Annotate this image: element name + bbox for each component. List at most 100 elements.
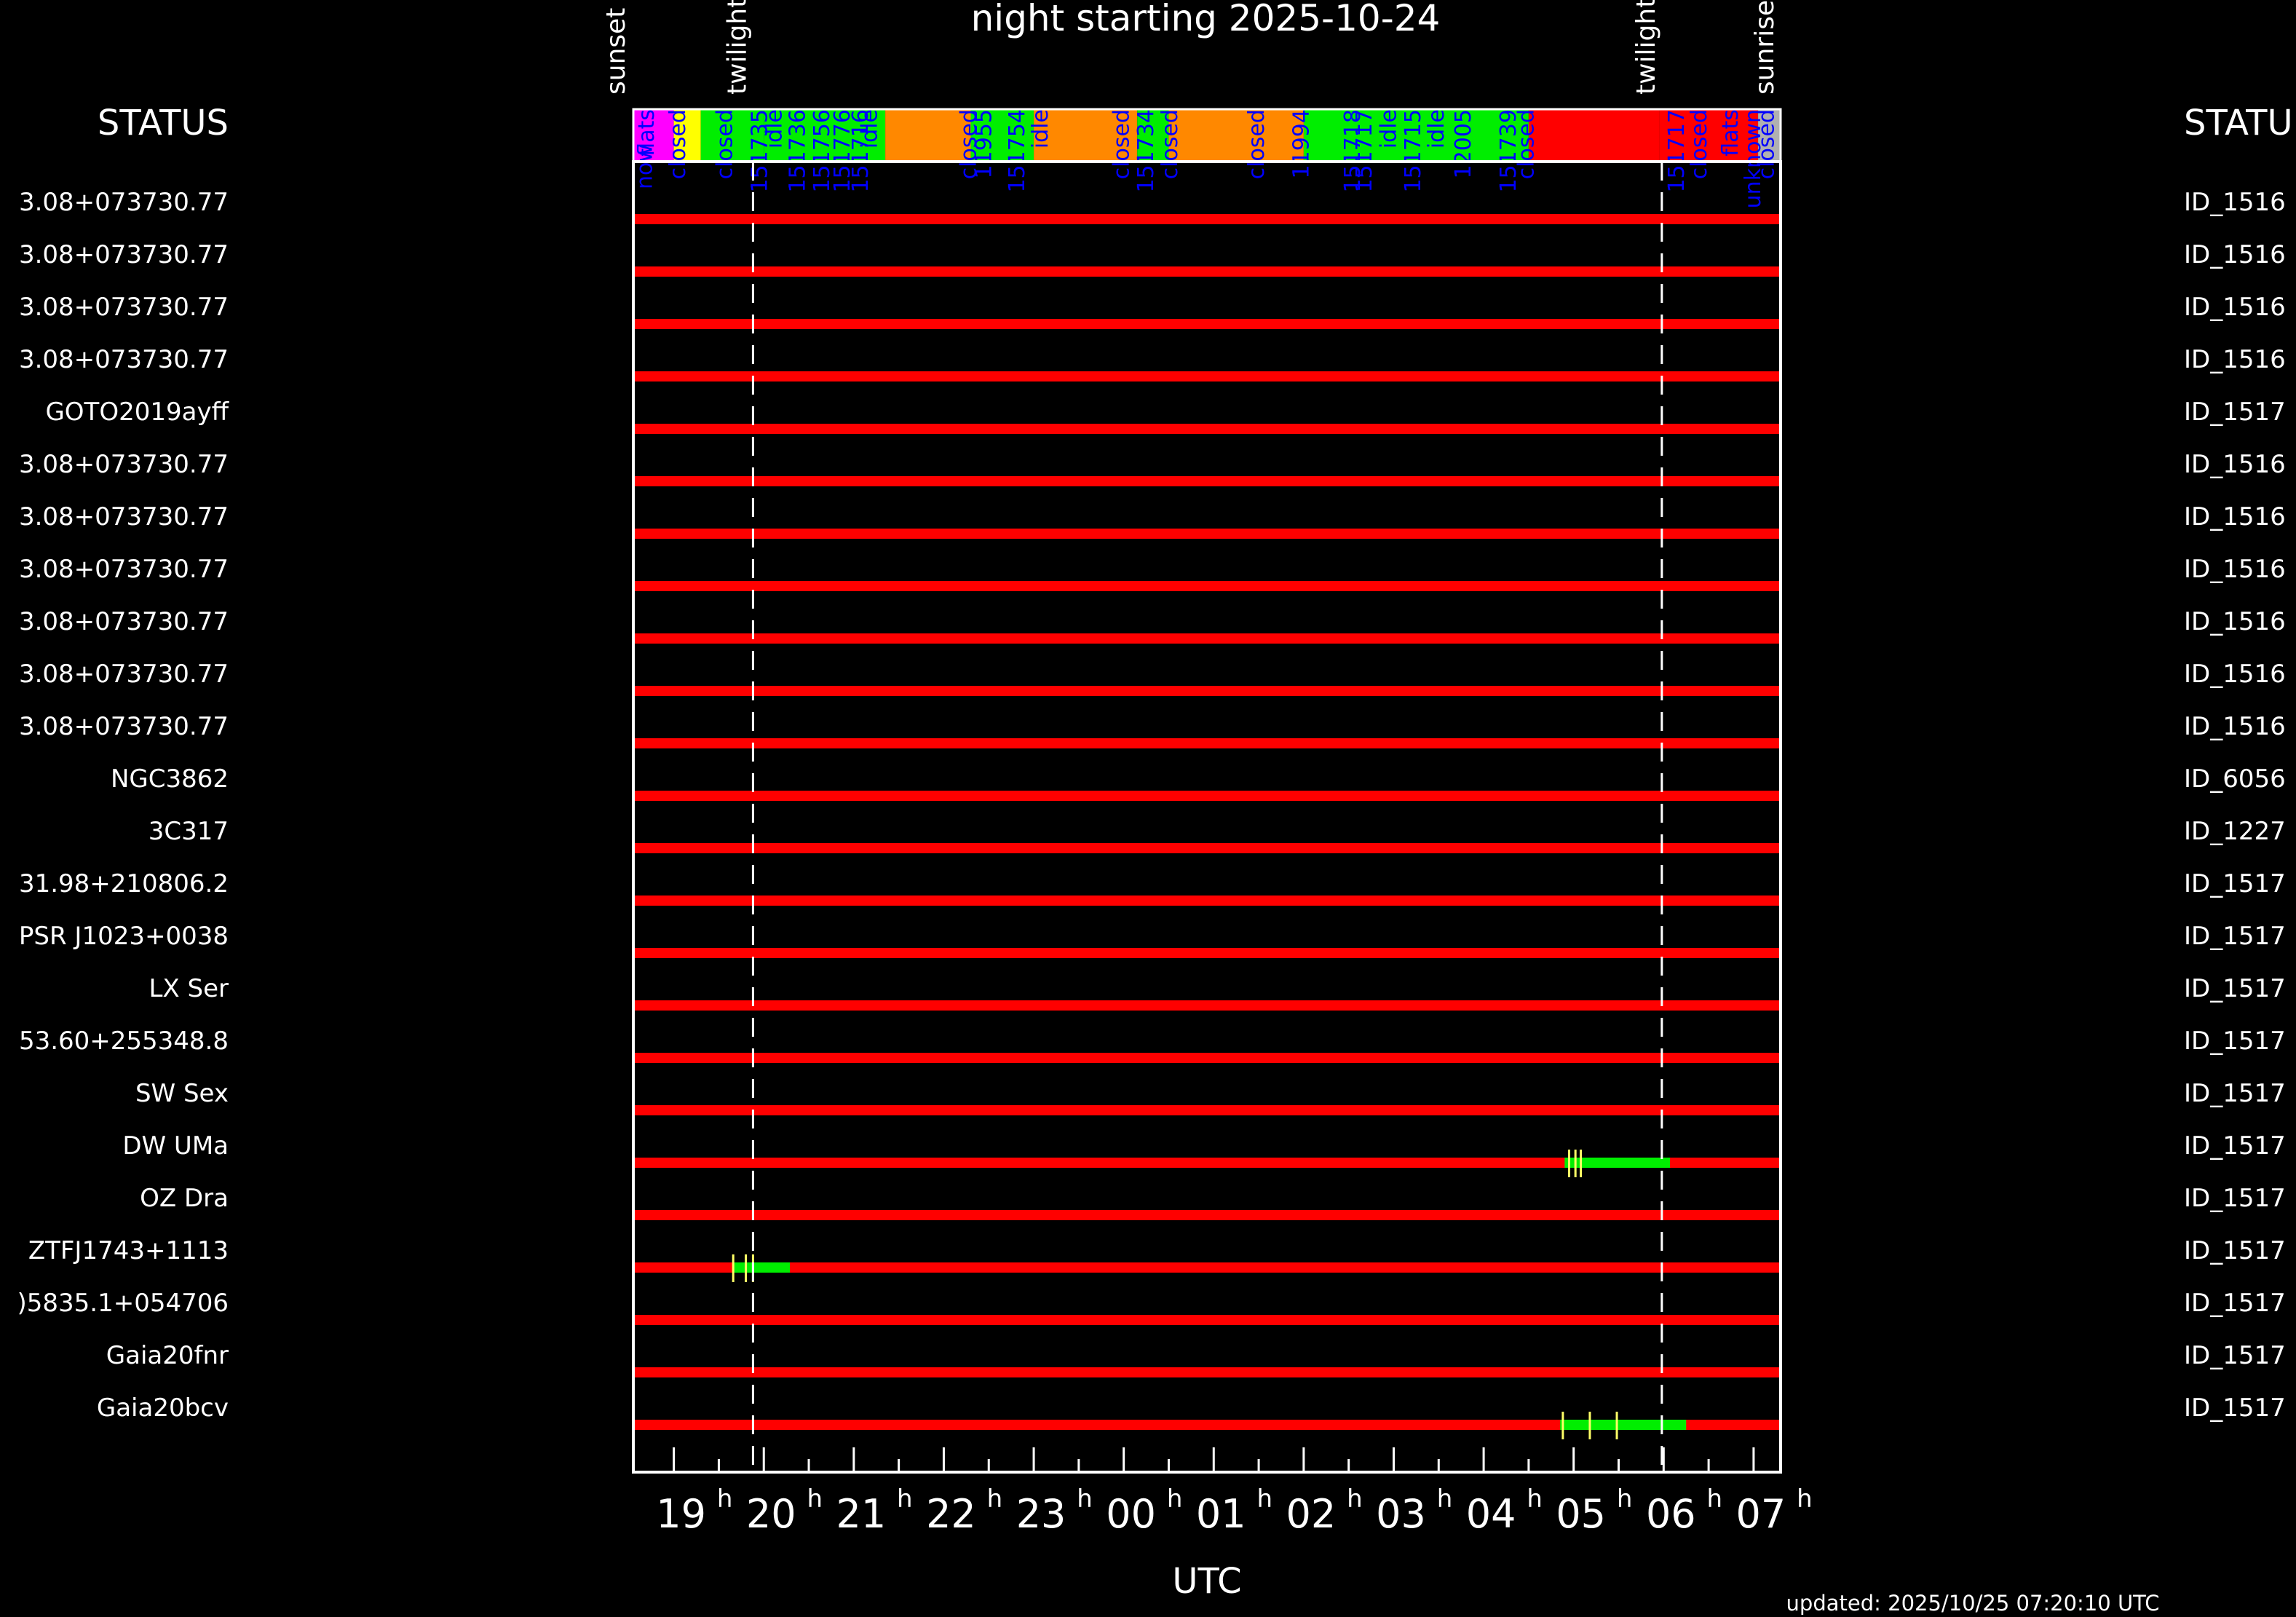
status-label: 12005 <box>1451 109 1476 178</box>
x-tick-unit: h <box>717 1484 733 1514</box>
target-row: Gaia20fnr ID_1517 <box>106 1341 2286 1377</box>
target-row: 3.08+073730.77 ID_1516 <box>19 712 2286 748</box>
target-id: ID_1516 <box>2184 607 2286 636</box>
target-id: ID_1227 <box>2184 817 2286 846</box>
target-id: ID_1516 <box>2184 712 2286 741</box>
status-block-closed <box>1659 109 1759 162</box>
target-name: 3.08+073730.77 <box>19 450 229 479</box>
target-name: 3.08+073730.77 <box>19 188 229 217</box>
status-block-scheduled <box>764 109 886 162</box>
scheduled-window <box>1560 1420 1687 1430</box>
x-tick-unit: h <box>1707 1484 1723 1514</box>
status-label: idle <box>857 109 882 149</box>
target-row: OZ Dra ID_1517 <box>140 1184 2286 1220</box>
updated-timestamp: updated: 2025/10/25 07:20:10 UTC <box>1786 1591 2160 1616</box>
target-row: DW UMa ID_1517 <box>122 1131 2286 1177</box>
target-id: ID_1516 <box>2184 502 2286 531</box>
status-label: closed <box>1109 109 1134 179</box>
status-label: 151716 <box>848 109 874 193</box>
event-label-twilight: twilight <box>722 0 752 95</box>
target-id: ID_1517 <box>2184 922 2286 951</box>
status-block-idle <box>1168 109 1304 162</box>
x-tick-unit: h <box>897 1484 913 1514</box>
observable-bar <box>633 1053 1781 1063</box>
target-id: ID_1517 <box>2184 869 2286 898</box>
status-label: 151754 <box>1005 109 1030 193</box>
target-name: ZTFJ1743+1113 <box>28 1236 229 1265</box>
target-id: ID_1516 <box>2184 660 2286 689</box>
scheduled-window <box>1564 1158 1670 1168</box>
observable-bar <box>633 319 1781 329</box>
x-tick-label: 02 <box>1286 1491 1337 1537</box>
observable-bar <box>633 424 1781 434</box>
target-row: 3C317 ID_1227 <box>149 817 2286 853</box>
x-tick-label: 04 <box>1466 1491 1516 1537</box>
status-label: closed <box>712 109 737 179</box>
observable-bar <box>633 686 1781 696</box>
status-label: closed <box>1514 109 1540 179</box>
status-label: 151718 <box>1340 109 1366 193</box>
x-tick-label: 07 <box>1736 1491 1786 1537</box>
target-id: ID_6056 <box>2184 764 2286 794</box>
target-name: Gaia20bcv <box>97 1393 229 1423</box>
status-block-twilight_band <box>673 109 701 162</box>
target-row: 3.08+073730.77 ID_1516 <box>19 502 2286 539</box>
target-id: ID_1516 <box>2184 240 2286 269</box>
x-tick-unit: h <box>1347 1484 1363 1514</box>
status-block-scheduled <box>1303 109 1529 162</box>
observable-bar <box>633 843 1781 853</box>
target-name: GOTO2019ayff <box>45 398 229 427</box>
target-id: ID_1517 <box>2184 1341 2286 1370</box>
status-block-scheduled <box>700 109 764 162</box>
target-row: 3.08+073730.77 ID_1516 <box>19 450 2286 486</box>
target-id: ID_1516 <box>2184 188 2286 217</box>
status-label: now <box>632 144 657 189</box>
x-tick-label: 23 <box>1016 1491 1066 1537</box>
x-axis: 19 h 20 h 21 h 22 h 23 h 00 h 01 h 02 h 03 h 04 h 05 h 06 h 07 h <box>656 1447 1813 1537</box>
status-label: closed <box>1157 109 1183 179</box>
observable-bar <box>633 738 1781 748</box>
observable-bar <box>633 948 1781 958</box>
status-label: closed <box>1687 109 1712 179</box>
status-label: flats <box>1718 109 1743 157</box>
event-labels: sunset twilight twilight sunrise <box>601 0 1780 95</box>
status-label: closed <box>665 109 691 179</box>
plot-frame <box>632 160 1782 1474</box>
target-name: 3.08+073730.77 <box>19 712 229 741</box>
x-axis-label: UTC <box>1172 1561 1241 1602</box>
observable-bar <box>633 1210 1781 1220</box>
status-block-scheduled <box>970 109 1034 162</box>
target-id: ID_1517 <box>2184 398 2286 427</box>
status-label: 151736 <box>785 109 810 193</box>
status-label: 151717 <box>1664 109 1690 193</box>
status-block-closed <box>1528 109 1660 162</box>
observable-bar <box>633 1262 1781 1273</box>
status-label: unknown <box>1741 109 1766 208</box>
x-tick-unit: h <box>1167 1484 1183 1514</box>
target-id: ID_1517 <box>2184 1184 2286 1213</box>
target-name: 3.08+073730.77 <box>19 502 229 531</box>
target-id: ID_1517 <box>2184 1236 2286 1265</box>
status-heading-left: STATUS <box>98 103 229 143</box>
x-tick-unit: h <box>1437 1484 1453 1514</box>
x-tick-label: 06 <box>1646 1491 1696 1537</box>
observable-bar <box>633 476 1781 486</box>
status-label: 151734 <box>1133 109 1159 193</box>
status-label: idle <box>1424 109 1449 149</box>
x-tick-label: 21 <box>836 1491 886 1537</box>
observable-bar <box>633 896 1781 906</box>
target-row: 3.08+073730.77 ID_1516 <box>19 660 2286 696</box>
event-label-sunset: sunset <box>601 8 631 95</box>
x-tick-label: 01 <box>1196 1491 1246 1537</box>
target-row: SW Sex ID_1517 <box>135 1079 2286 1115</box>
observable-bar <box>633 1105 1781 1115</box>
target-name: 53.60+255348.8 <box>19 1027 229 1056</box>
target-name: 3.08+073730.77 <box>19 345 229 374</box>
target-name: 3C317 <box>149 817 229 846</box>
twilight-lines <box>751 162 1663 1472</box>
status-block-idle <box>885 109 971 162</box>
x-tick-unit: h <box>1256 1484 1272 1514</box>
observable-bar <box>633 1158 1781 1168</box>
status-label: flats <box>634 109 660 157</box>
